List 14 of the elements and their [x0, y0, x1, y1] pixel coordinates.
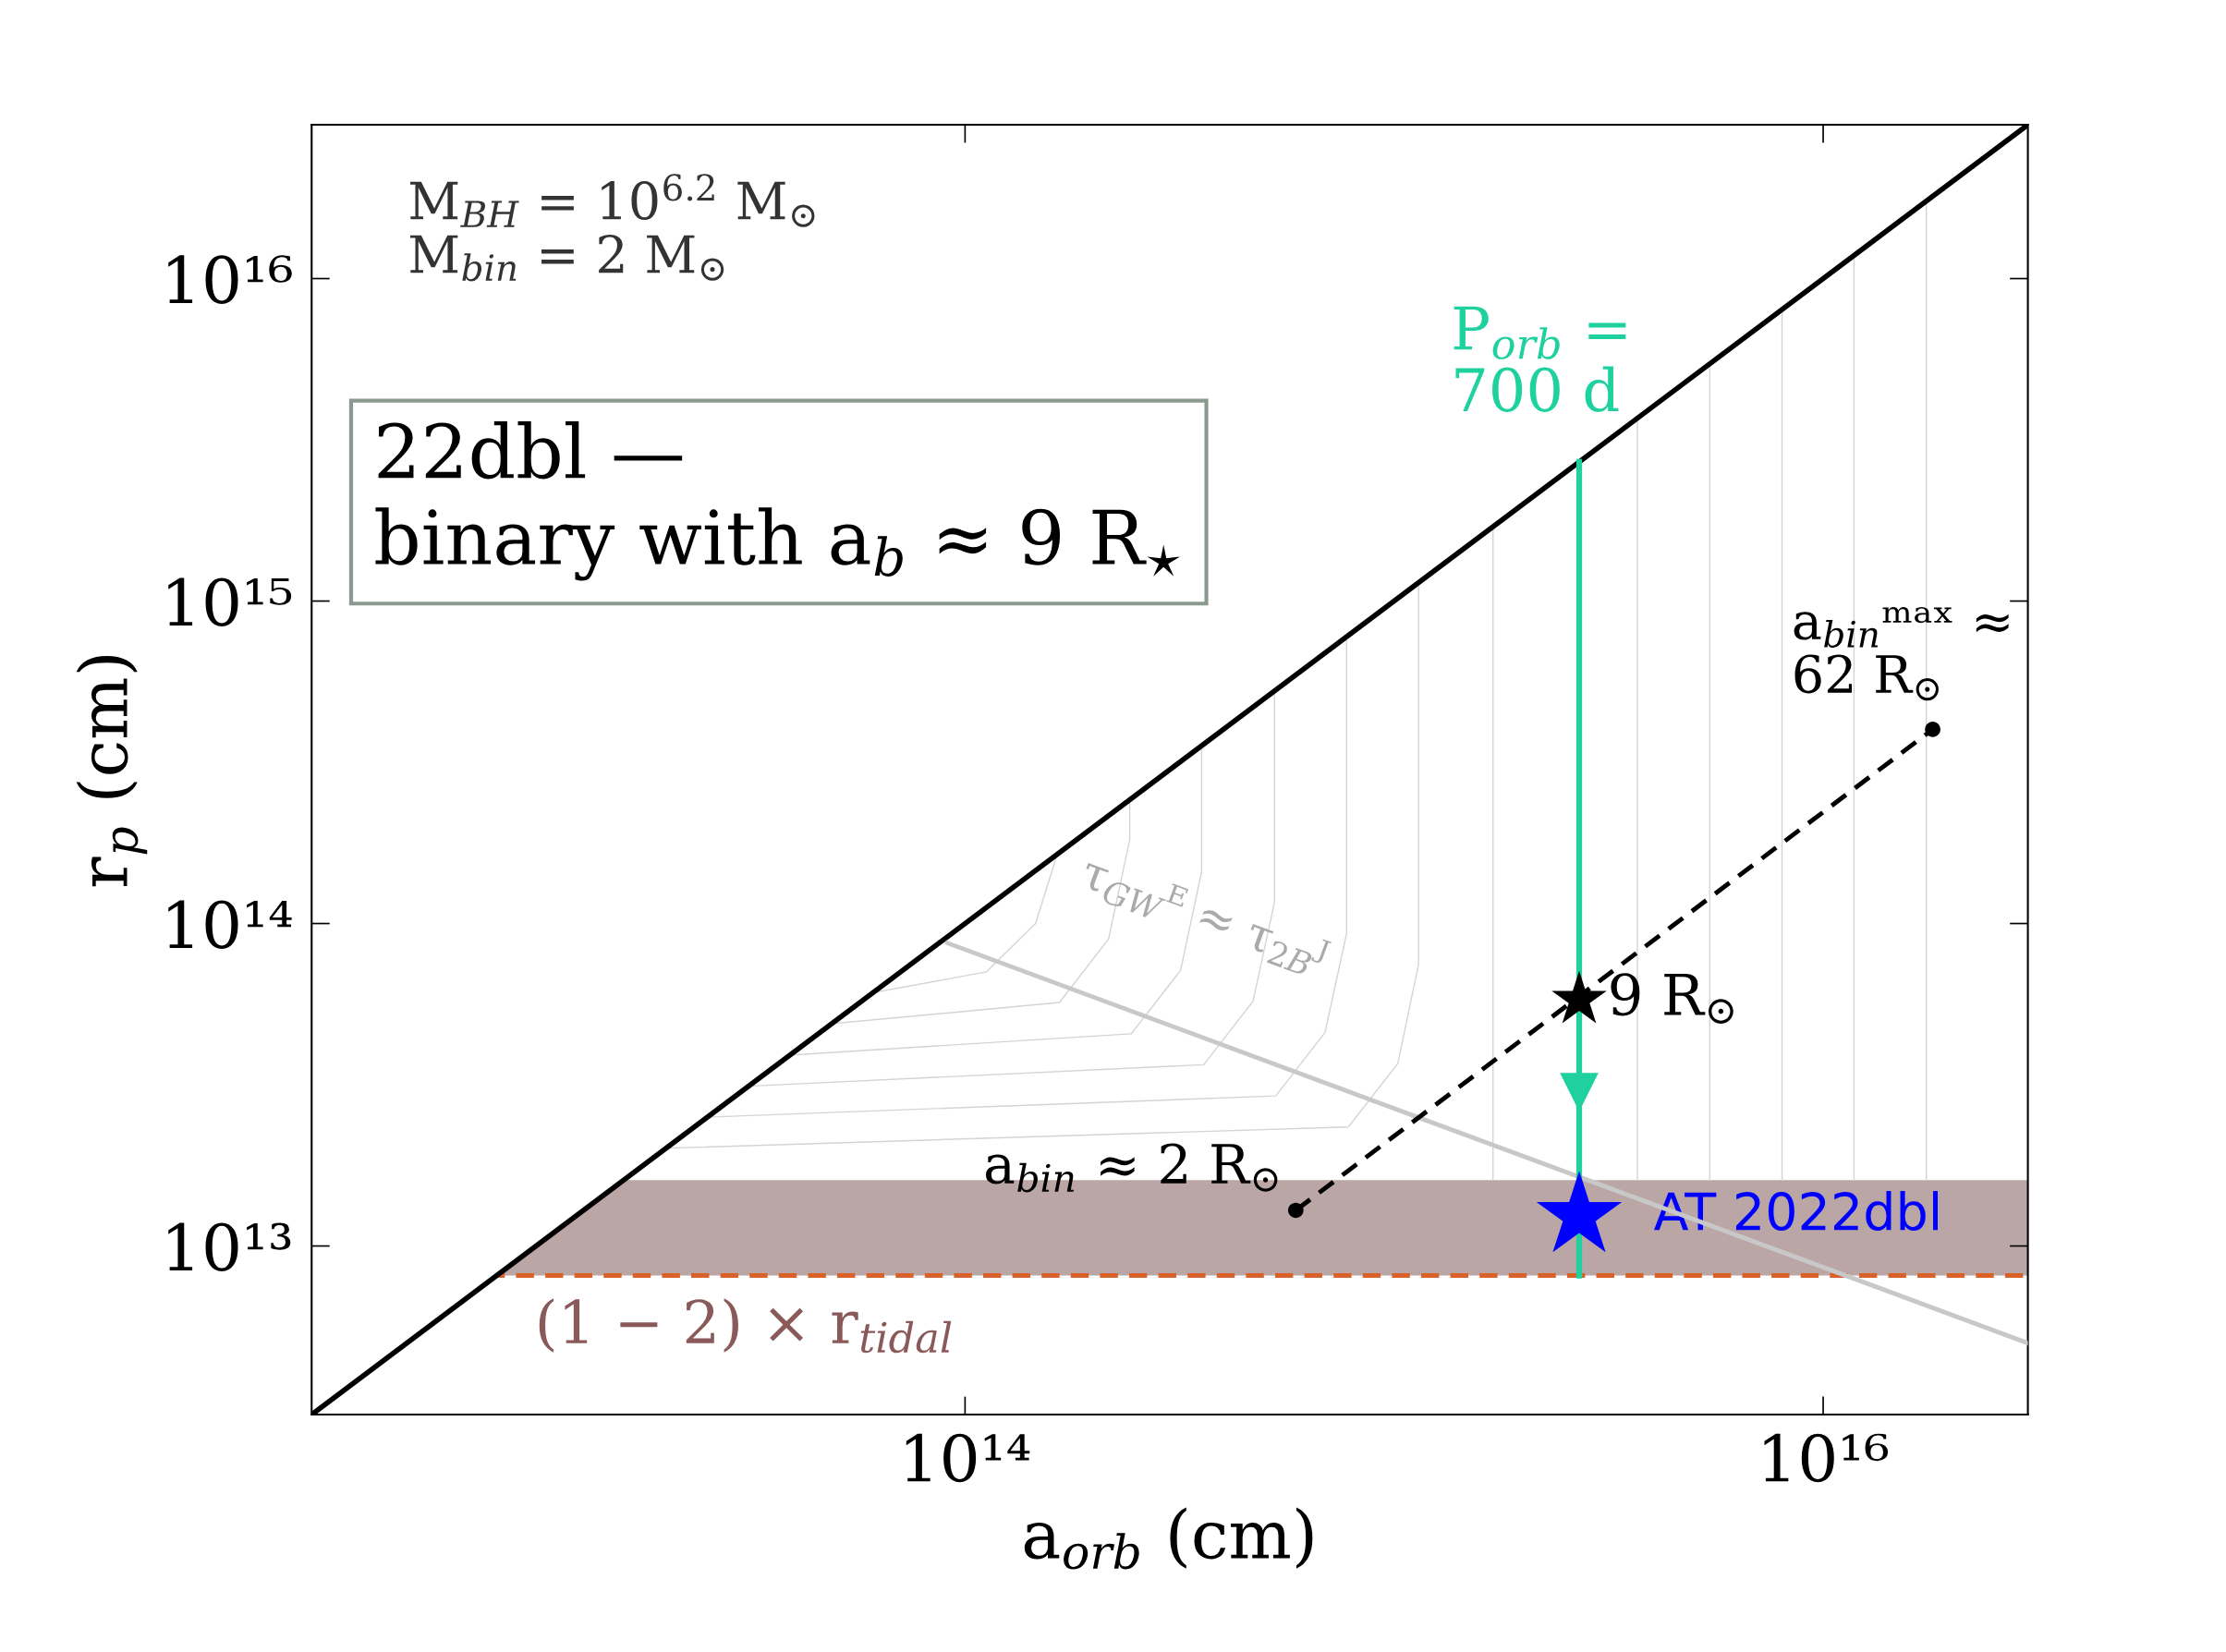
annotation: τ$_{GW}$ᴱ ≈ τ$_{2B}$ᴶ: [1077, 853, 1332, 982]
y-tick-label: 10¹⁴: [168, 900, 292, 949]
x-axis-title: a$_{orb}$ (cm): [1024, 1507, 1313, 1570]
y-tick-label: 10¹⁵: [168, 577, 292, 626]
annotation: P$_{orb}$ = 700 d: [1454, 306, 1626, 412]
annotation: a$_{bin}$ ≈ 2 R$_{⊙}$: [986, 1143, 1278, 1193]
annotation: 22dbl — binary with a$_{b}$ ≈ 9 R$_{⋆}$: [375, 421, 1180, 581]
text: M$_{BH}$ = 10$^{6.2}$ M$_{⊙}$ M$_{bin}$ = 2 M$_{⊙}$: [410, 174, 815, 282]
band-label: (1 − 2) × r$_{tidal}$: [539, 1298, 952, 1354]
y-axis-title: r$_{p}$ (cm): [76, 655, 148, 887]
annotation: a$_{bin}$ᵐᵃˣ ≈ 62 R$_{⊙}$: [1794, 607, 2009, 701]
y-tick-label: 10¹³: [168, 1222, 291, 1271]
y-tick-label: 10¹⁶: [168, 255, 292, 304]
annotation: 9 R$_{⊙}$: [1611, 973, 1733, 1025]
